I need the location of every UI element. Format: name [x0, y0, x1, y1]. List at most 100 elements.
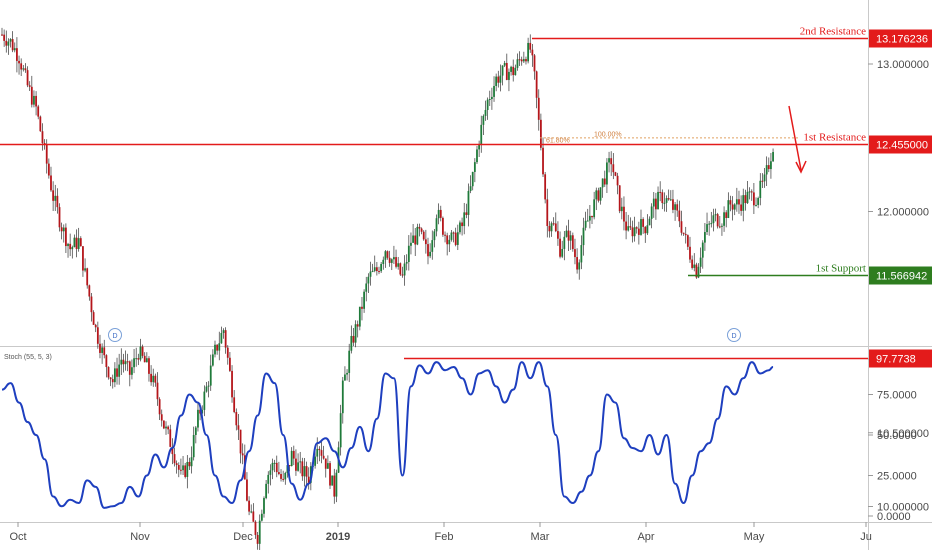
candle-body [96, 327, 99, 344]
candle-body [452, 232, 455, 234]
candle-body [637, 228, 640, 235]
candle-body [24, 68, 27, 71]
candle-body [175, 463, 178, 465]
candle-body [386, 251, 389, 258]
candle-body [250, 511, 253, 513]
candle-body [514, 67, 517, 76]
candle-body [352, 335, 355, 343]
candle-body [361, 306, 363, 309]
candle-body [258, 520, 261, 544]
candle-body [101, 347, 104, 353]
candle-body [488, 99, 491, 101]
time-tick-label: Oct [9, 531, 26, 543]
candle-body [740, 204, 743, 211]
candle-body [461, 222, 463, 227]
candle-body [450, 232, 453, 240]
candle-body [30, 86, 33, 105]
candle-body [676, 204, 679, 211]
time-axis[interactable]: Oct Nov Dec 2019 Feb Mar Apr May Ju [9, 522, 872, 543]
candle-body [565, 230, 568, 237]
candle-body [90, 296, 93, 313]
candle-body [518, 59, 521, 61]
level-price-tag-label: 11.566942 [876, 271, 927, 283]
dividend-marker[interactable]: D [108, 328, 122, 342]
fib-label: 61.80% [546, 137, 570, 144]
time-tick-label: Feb [435, 531, 454, 543]
candle-body [395, 257, 397, 267]
candle-body [689, 246, 691, 260]
candle-body [284, 472, 287, 480]
time-tick-label: May [744, 531, 765, 543]
candle-body [13, 48, 16, 51]
candle-body [627, 226, 630, 231]
candle-body [533, 55, 536, 72]
level-label: 2nd Resistance [800, 26, 866, 38]
indicator-level-tag [869, 349, 932, 368]
candle-body [580, 245, 583, 263]
support-resistance-levels[interactable]: 2nd Resistance 13.176236 1st Resistance 12.… [0, 26, 932, 285]
candle-body [397, 263, 400, 267]
candle-body [218, 343, 221, 351]
candle-body [495, 76, 498, 86]
candle-body [33, 95, 35, 105]
level-price-tag [869, 29, 932, 48]
candle-body [597, 190, 600, 201]
candle-body [527, 42, 530, 62]
candle-body [50, 175, 52, 191]
candle-body [378, 271, 380, 273]
candle-body [269, 470, 272, 475]
candle-body [35, 95, 37, 107]
candle-body [510, 66, 512, 72]
candle-body [410, 242, 412, 246]
candle-body [522, 59, 525, 62]
candle-body [414, 235, 417, 245]
candle-body [435, 218, 438, 232]
candle-body [190, 457, 193, 467]
projection-arrow[interactable] [788, 105, 807, 174]
candle-body [427, 244, 429, 257]
candle-body [199, 409, 201, 414]
candle-body [665, 198, 668, 203]
indicator-axis[interactable]: 75.0000 50.0000 25.0000 0.0000 [868, 390, 917, 524]
candle-body [382, 259, 385, 264]
candle-body [75, 237, 78, 249]
fib-retracement[interactable]: 100.00% 61.80% [540, 131, 800, 144]
candle-body [350, 335, 353, 351]
candle-body [39, 116, 42, 132]
candle-body [550, 223, 553, 232]
candle-body [686, 235, 689, 247]
dividend-marker[interactable]: D [727, 328, 741, 342]
indicator-level[interactable]: 97.7738 [404, 349, 932, 368]
candle-series[interactable] [1, 27, 774, 550]
candle-body [348, 350, 351, 373]
level-price-tag-label: 12.455000 [876, 140, 928, 152]
candle-body [661, 192, 664, 204]
candle-body [11, 39, 14, 51]
candle-body [403, 263, 406, 276]
candle-body [454, 232, 457, 245]
stochastic-line[interactable] [1, 361, 774, 509]
candle-body [548, 226, 551, 232]
candle-body [674, 204, 676, 210]
candle-body [103, 347, 106, 356]
candle-body [463, 212, 466, 227]
candle-body [331, 475, 334, 486]
candle-body [237, 425, 240, 430]
candle-body [718, 226, 721, 228]
candle-body [92, 312, 95, 325]
candle-body [512, 66, 515, 76]
candle-body [186, 461, 189, 477]
candle-body [546, 199, 549, 227]
candle-body [442, 217, 444, 235]
candle-body [45, 144, 48, 164]
candle-body [465, 212, 468, 215]
candle-body [26, 70, 29, 86]
candle-body [646, 225, 649, 234]
candle-body [307, 476, 310, 483]
candle-body [576, 257, 578, 270]
candle-body [557, 231, 559, 239]
candle-body [591, 215, 593, 218]
candle-body [299, 461, 302, 463]
candle-body [537, 97, 540, 120]
